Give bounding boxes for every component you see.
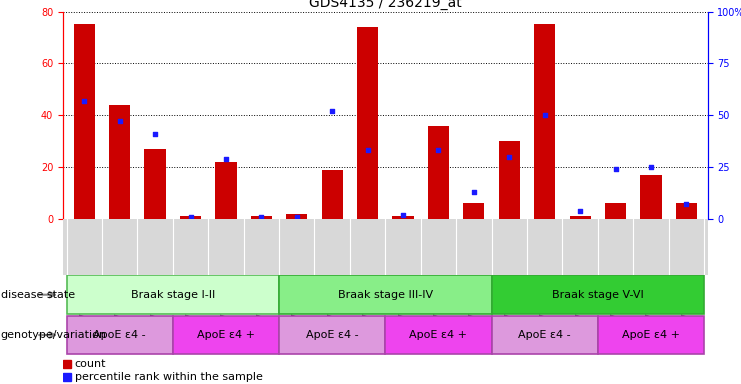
Bar (393, 216, 413, 219)
Bar (250, 216, 272, 219)
Bar (491, 275, 704, 314)
Bar (63, 373, 71, 381)
Bar (73, 25, 95, 219)
Bar (67, 316, 173, 354)
Point (149, 131, 161, 137)
Title: GDS4135 / 236219_at: GDS4135 / 236219_at (309, 0, 462, 10)
Text: percentile rank within the sample: percentile rank within the sample (75, 372, 263, 382)
Bar (605, 204, 626, 219)
Text: ApoE ε4 -: ApoE ε4 - (306, 330, 359, 340)
Point (290, 214, 302, 220)
Bar (67, 275, 279, 314)
Point (610, 166, 622, 172)
Point (326, 108, 338, 114)
Bar (598, 316, 704, 354)
Point (503, 154, 515, 160)
Text: ApoE ε4 +: ApoE ε4 + (197, 330, 255, 340)
Bar (322, 170, 343, 219)
Text: ApoE ε4 -: ApoE ε4 - (93, 330, 146, 340)
Text: ApoE ε4 -: ApoE ε4 - (519, 330, 571, 340)
Point (680, 201, 692, 207)
Bar (499, 141, 520, 219)
Point (468, 189, 480, 195)
Point (220, 156, 232, 162)
Point (574, 207, 586, 214)
Bar (63, 360, 71, 368)
Text: ApoE ε4 +: ApoE ε4 + (622, 330, 680, 340)
Bar (144, 149, 166, 219)
Point (362, 147, 373, 154)
Bar (109, 105, 130, 219)
Bar (676, 204, 697, 219)
Text: disease state: disease state (1, 290, 75, 300)
Bar (173, 316, 279, 354)
Point (539, 112, 551, 118)
Bar (279, 275, 491, 314)
Point (256, 214, 268, 220)
Bar (216, 162, 236, 219)
Bar (570, 216, 591, 219)
Bar (640, 175, 662, 219)
Bar (180, 216, 201, 219)
Bar (286, 214, 308, 219)
Text: genotype/variation: genotype/variation (1, 330, 107, 340)
Bar (463, 204, 485, 219)
Point (645, 164, 657, 170)
Bar (279, 316, 385, 354)
Text: Braak stage III-IV: Braak stage III-IV (338, 290, 433, 300)
Bar (428, 126, 449, 219)
Text: Braak stage I-II: Braak stage I-II (130, 290, 215, 300)
Point (433, 147, 445, 154)
Bar (534, 25, 555, 219)
Point (113, 118, 125, 124)
Point (397, 212, 409, 218)
Point (79, 98, 90, 104)
Text: ApoE ε4 +: ApoE ε4 + (410, 330, 468, 340)
Bar (491, 316, 598, 354)
Text: count: count (75, 359, 107, 369)
Bar (385, 316, 491, 354)
Text: Braak stage V-VI: Braak stage V-VI (552, 290, 644, 300)
Bar (357, 27, 378, 219)
Point (185, 214, 196, 220)
